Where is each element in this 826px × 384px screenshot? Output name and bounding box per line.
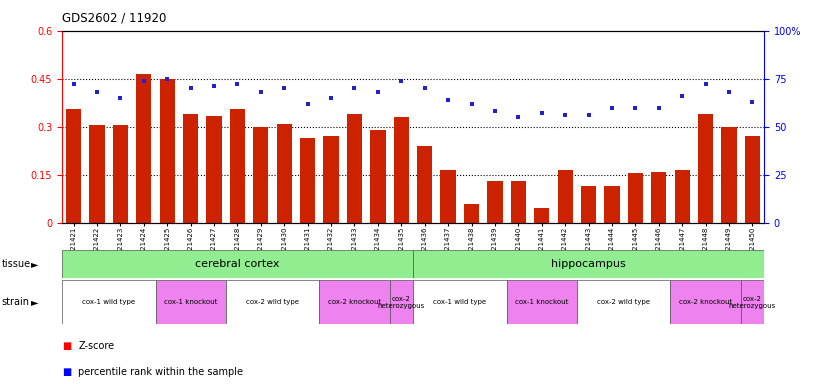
Bar: [254, 127, 268, 223]
Bar: [413, 280, 506, 324]
Text: strain: strain: [2, 297, 30, 308]
Bar: [89, 125, 105, 223]
Text: GDS2602 / 11920: GDS2602 / 11920: [62, 12, 166, 25]
Bar: [206, 116, 221, 223]
Bar: [370, 130, 386, 223]
Bar: [159, 79, 175, 223]
Bar: [510, 181, 526, 223]
Text: cox-2
heterozygous: cox-2 heterozygous: [729, 296, 776, 309]
Bar: [277, 124, 292, 223]
Bar: [506, 280, 577, 324]
Bar: [534, 208, 549, 223]
Bar: [347, 114, 362, 223]
Text: cox-1 wild type: cox-1 wild type: [83, 300, 135, 305]
Bar: [651, 172, 667, 223]
Bar: [721, 127, 737, 223]
Bar: [413, 250, 764, 278]
Text: ■: ■: [62, 367, 71, 377]
Bar: [62, 280, 155, 324]
Text: hippocampus: hippocampus: [551, 259, 626, 269]
Text: ►: ►: [31, 297, 39, 308]
Bar: [113, 125, 128, 223]
Text: ■: ■: [62, 341, 71, 351]
Bar: [183, 114, 198, 223]
Bar: [558, 170, 572, 223]
Text: cox-2 wild type: cox-2 wild type: [246, 300, 299, 305]
Text: cox-1 knockout: cox-1 knockout: [515, 300, 568, 305]
Bar: [324, 136, 339, 223]
Bar: [675, 170, 690, 223]
Bar: [440, 170, 456, 223]
Bar: [230, 109, 245, 223]
Bar: [605, 186, 620, 223]
Bar: [390, 280, 413, 324]
Bar: [136, 74, 151, 223]
Bar: [741, 280, 764, 324]
Text: ►: ►: [31, 259, 39, 269]
Bar: [464, 204, 479, 223]
Bar: [66, 109, 81, 223]
Bar: [320, 280, 390, 324]
Bar: [577, 280, 671, 324]
Bar: [417, 146, 432, 223]
Text: cox-1 knockout: cox-1 knockout: [164, 300, 217, 305]
Bar: [628, 173, 643, 223]
Bar: [698, 114, 713, 223]
Text: cox-2 wild type: cox-2 wild type: [597, 300, 650, 305]
Text: cox-2 knockout: cox-2 knockout: [679, 300, 732, 305]
Bar: [225, 280, 320, 324]
Text: cox-2 knockout: cox-2 knockout: [328, 300, 381, 305]
Text: Z-score: Z-score: [78, 341, 115, 351]
Text: cox-1 wild type: cox-1 wild type: [434, 300, 487, 305]
Text: cerebral cortex: cerebral cortex: [195, 259, 280, 269]
Text: percentile rank within the sample: percentile rank within the sample: [78, 367, 244, 377]
Bar: [394, 117, 409, 223]
Bar: [581, 186, 596, 223]
Bar: [671, 280, 741, 324]
Bar: [155, 280, 225, 324]
Text: tissue: tissue: [2, 259, 31, 269]
Text: cox-2
heterozygous: cox-2 heterozygous: [377, 296, 425, 309]
Bar: [487, 181, 502, 223]
Bar: [745, 136, 760, 223]
Bar: [62, 250, 413, 278]
Bar: [300, 138, 316, 223]
